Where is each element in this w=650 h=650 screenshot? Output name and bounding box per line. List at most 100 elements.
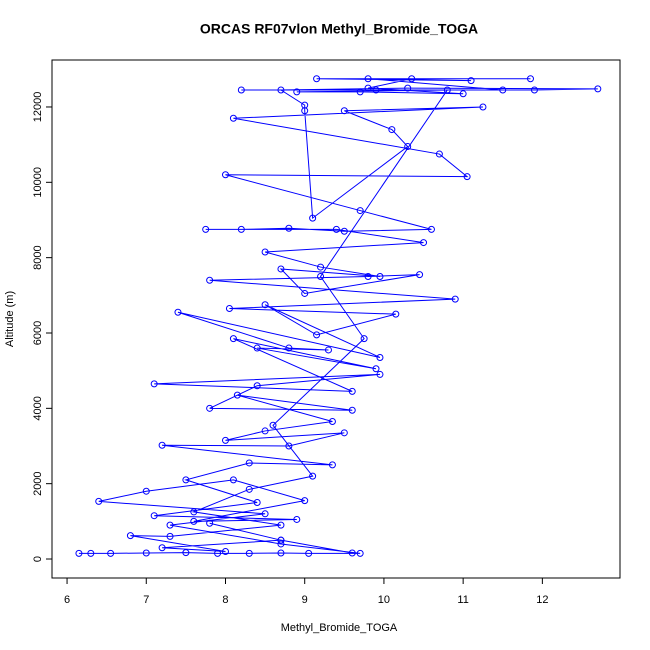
data-point xyxy=(376,272,384,280)
data-point xyxy=(348,387,356,395)
plot-frame xyxy=(51,59,621,579)
data-point xyxy=(443,86,451,94)
data-point xyxy=(348,406,356,414)
data-point xyxy=(142,549,150,557)
data-point xyxy=(206,276,214,284)
data-point xyxy=(309,214,317,222)
data-point xyxy=(245,485,253,493)
data-point xyxy=(372,365,380,373)
data-point xyxy=(459,90,467,98)
data-point xyxy=(479,103,487,111)
data-point xyxy=(225,305,233,313)
data-point xyxy=(261,301,269,309)
data-point xyxy=(166,521,174,529)
data-point xyxy=(190,508,198,516)
x-tick-label: 12 xyxy=(536,594,548,606)
y-tick-label: 2000 xyxy=(32,471,44,495)
data-point xyxy=(317,263,325,271)
data-point xyxy=(158,544,166,552)
x-tick-label: 6 xyxy=(64,594,70,606)
data-point xyxy=(309,472,317,480)
data-point xyxy=(313,75,321,83)
data-point xyxy=(376,370,384,378)
data-point xyxy=(364,75,372,83)
data-point xyxy=(427,225,435,233)
data-point xyxy=(313,331,321,339)
data-point xyxy=(158,441,166,449)
data-point xyxy=(420,239,428,247)
data-point xyxy=(324,346,332,354)
data-point xyxy=(416,271,424,279)
y-tick-label: 0 xyxy=(32,556,44,562)
data-point xyxy=(237,86,245,94)
data-point xyxy=(408,75,416,83)
data-point xyxy=(392,310,400,318)
data-point xyxy=(463,173,471,181)
data-point xyxy=(190,517,198,525)
data-point xyxy=(206,519,214,527)
data-point xyxy=(594,85,602,93)
data-point xyxy=(526,75,534,83)
data-point xyxy=(301,289,309,297)
data-point xyxy=(245,549,253,557)
data-point xyxy=(253,499,261,507)
data-point xyxy=(277,86,285,94)
data-point xyxy=(360,335,368,343)
data-point xyxy=(340,429,348,437)
data-point xyxy=(202,225,210,233)
data-point xyxy=(277,536,285,544)
x-axis-label: Methyl_Bromide_TOGA xyxy=(281,622,398,634)
data-point xyxy=(150,512,158,520)
data-point xyxy=(467,77,475,85)
x-tick-label: 10 xyxy=(378,594,390,606)
data-point xyxy=(237,225,245,233)
data-point xyxy=(364,84,372,92)
data-line xyxy=(78,78,598,554)
data-point xyxy=(356,88,364,96)
data-point xyxy=(451,295,459,303)
data-point xyxy=(530,86,538,94)
data-point xyxy=(182,549,190,557)
data-point xyxy=(340,107,348,115)
data-point xyxy=(404,143,412,151)
x-tick-label: 8 xyxy=(222,594,228,606)
y-tick-label: 12000 xyxy=(32,92,44,123)
data-point xyxy=(126,532,134,540)
data-point xyxy=(285,224,293,232)
data-point xyxy=(261,248,269,256)
data-point xyxy=(221,436,229,444)
data-point xyxy=(95,497,103,505)
data-point xyxy=(150,380,158,388)
y-tick-label: 10000 xyxy=(32,167,44,198)
data-point xyxy=(214,549,222,557)
data-point xyxy=(376,353,384,361)
data-point xyxy=(277,549,285,557)
data-point xyxy=(174,308,182,316)
data-point xyxy=(348,549,356,557)
data-point xyxy=(166,532,174,540)
data-point xyxy=(328,418,336,426)
data-point xyxy=(277,521,285,529)
data-point xyxy=(182,476,190,484)
data-point xyxy=(206,404,214,412)
data-point xyxy=(293,88,301,96)
y-tick-label: 4000 xyxy=(32,396,44,420)
data-point xyxy=(229,476,237,484)
data-point xyxy=(87,549,95,557)
data-point xyxy=(328,461,336,469)
x-tick-label: 9 xyxy=(302,594,308,606)
data-point xyxy=(388,126,396,134)
data-point xyxy=(261,427,269,435)
x-tick-label: 11 xyxy=(457,594,468,606)
data-point xyxy=(253,382,261,390)
data-point xyxy=(301,101,309,109)
data-point xyxy=(499,86,507,94)
data-point xyxy=(107,549,115,557)
data-point xyxy=(269,421,277,429)
data-point xyxy=(356,207,364,215)
data-point xyxy=(372,86,380,94)
data-point xyxy=(75,549,83,557)
